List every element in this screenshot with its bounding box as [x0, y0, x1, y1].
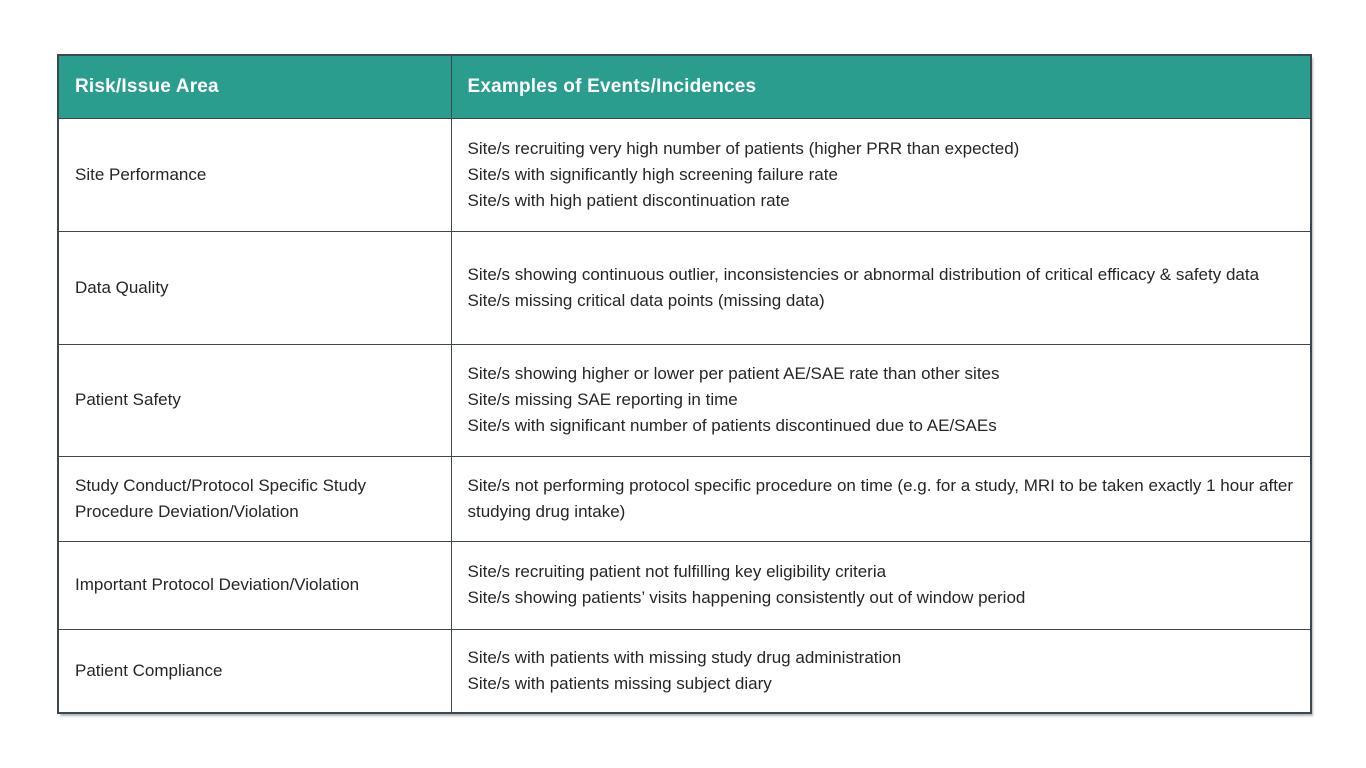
table-row-data-quality: Data Quality Site/s showing continuous o… — [57, 230, 1312, 345]
examples-cell: Site/s recruiting patient not fulfilling… — [450, 540, 1312, 630]
risk-area-cell: Site Performance — [57, 117, 452, 232]
example-item: Site/s not performing protocol specific … — [467, 475, 1294, 521]
examples-cell: Site/s with patients with missing study … — [450, 628, 1312, 714]
examples-cell: Site/s not performing protocol specific … — [450, 455, 1312, 542]
example-item: Site/s showing continuous outlier, incon… — [467, 264, 1260, 284]
column-header-risk-area: Risk/Issue Area — [57, 54, 452, 119]
examples-cell: Site/s showing higher or lower per patie… — [450, 343, 1312, 457]
risk-area-cell: Patient Compliance — [57, 628, 452, 714]
examples-cell: Site/s recruiting very high number of pa… — [450, 117, 1312, 232]
example-item: Site/s with significant number of patien… — [467, 416, 997, 435]
example-item: Site/s recruiting very high number of pa… — [467, 138, 1020, 158]
example-item: Site/s recruiting patient not fulfilling… — [467, 562, 887, 581]
risk-area-cell: Important Protocol Deviation/Violation — [57, 540, 452, 630]
example-item: Site/s with significantly high screening… — [467, 164, 838, 184]
example-item: Site/s with high patient discontinuation… — [467, 190, 790, 210]
risk-area-cell: Study Conduct/Protocol Specific Study Pr… — [57, 455, 452, 542]
example-item: Site/s showing patients’ visits happenin… — [467, 588, 1026, 607]
table-row-study-conduct: Study Conduct/Protocol Specific Study Pr… — [57, 455, 1312, 542]
example-item: Site/s missing critical data points (mis… — [467, 290, 825, 310]
example-item: Site/s showing higher or lower per patie… — [467, 364, 1000, 383]
example-item: Site/s missing SAE reporting in time — [467, 390, 738, 409]
example-item: Site/s with patients missing subject dia… — [467, 673, 772, 693]
example-item: Site/s with patients with missing study … — [467, 647, 902, 667]
table-row-patient-safety: Patient Safety Site/s showing higher or … — [57, 343, 1312, 457]
risk-area-cell: Patient Safety — [57, 343, 452, 457]
examples-cell: Site/s showing continuous outlier, incon… — [450, 230, 1312, 345]
column-header-examples: Examples of Events/Incidences — [450, 54, 1312, 119]
risk-area-cell: Data Quality — [57, 230, 452, 345]
table-row-patient-compliance: Patient Compliance Site/s with patients … — [57, 628, 1312, 714]
table-row-site-performance: Site Performance Site/s recruiting very … — [57, 117, 1312, 232]
table-row-protocol-deviation: Important Protocol Deviation/Violation S… — [57, 540, 1312, 630]
table-header-row: Risk/Issue Area Examples of Events/Incid… — [57, 54, 1312, 119]
risk-issue-table: Risk/Issue Area Examples of Events/Incid… — [57, 54, 1312, 714]
